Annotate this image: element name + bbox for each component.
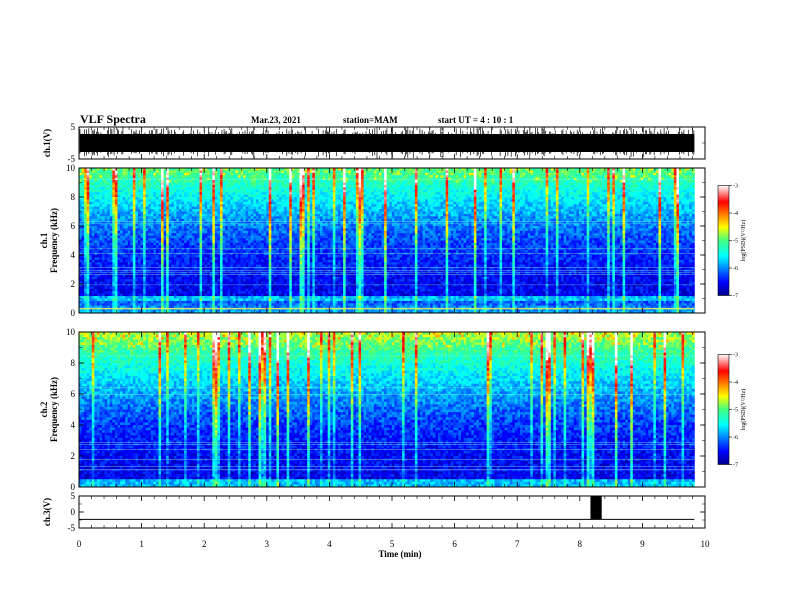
x-axis: 0 1 2 3 4 5 6 7 8 9 10 (77, 539, 710, 549)
ch2-spectrogram-y-label: Frequency (kHz) (49, 377, 59, 442)
x-tick-label: 7 (515, 539, 520, 549)
ch2-spectrogram-colorbar (718, 355, 729, 465)
y-tick-label: 5 (71, 122, 76, 132)
colorbar-tick-label: -5 (733, 408, 738, 414)
chart-date: Mar.23, 2021 (251, 115, 301, 125)
ch2-spectrogram-image (79, 332, 695, 487)
colorbar-tick-label: -5 (733, 239, 738, 245)
colorbar-tick-label: -4 (733, 211, 738, 217)
y-tick-label: 8 (71, 358, 76, 368)
y-tick-label: 2 (71, 279, 76, 289)
x-axis-label: Time (min) (378, 549, 421, 559)
colorbar-tick-label: -3 (733, 353, 738, 359)
y-tick-label: 0 (71, 507, 76, 517)
colorbar-tick-label: -6 (733, 435, 738, 441)
chart-title: VLF Spectra (80, 112, 146, 126)
x-tick-label: 5 (390, 539, 395, 549)
y-tick-label: 4 (71, 250, 76, 260)
ch3-waveform-panel: 5 0 -5 ch.3(V) (42, 491, 705, 533)
y-tick-label: -5 (68, 523, 76, 533)
x-tick-label: 0 (77, 539, 82, 549)
x-tick-label: 9 (640, 539, 645, 549)
x-tick-label: 2 (202, 539, 207, 549)
ch1-y-label: ch.1(V) (42, 129, 52, 157)
ch3-y-label: ch.3(V) (42, 498, 52, 526)
x-tick-label: 10 (701, 539, 711, 549)
ch1-spectrogram-image (79, 168, 695, 313)
y-tick-label: 10 (66, 327, 76, 337)
ch1-spectrogram-channel-label: ch.1 (39, 232, 49, 248)
ch1-waveform-panel: 5-5ch.1(V) (42, 122, 705, 164)
y-tick-label: 8 (71, 192, 76, 202)
ch1-spectrogram-colorbar (718, 186, 729, 296)
x-tick-label: 6 (452, 539, 457, 549)
vlf-spectra-chart: VLF Spectra Mar.23, 2021 station=MAM sta… (0, 0, 792, 612)
ch1-spectrogram-colorbar-label: log(PSD)(V²/Hz) (740, 220, 747, 261)
colorbar-tick-label: -6 (733, 266, 738, 272)
ch3-pulse (590, 496, 601, 519)
y-tick-label: 10 (66, 163, 76, 173)
y-tick-label: 5 (71, 491, 76, 501)
x-tick-label: 3 (265, 539, 270, 549)
ch1-spectrogram-panel: 0 2 4 6 8 10 ch.1 Frequency (kHz) (39, 163, 705, 318)
x-tick-label: 1 (139, 539, 144, 549)
colorbar-tick-label: -3 (733, 184, 738, 190)
x-tick-label: 8 (578, 539, 583, 549)
ch1-signal-line (80, 127, 694, 159)
chart-station: station=MAM (343, 115, 398, 125)
chart-start-time: start UT = 4 : 10 : 1 (438, 115, 514, 125)
ch1-spectrogram-y-label: Frequency (kHz) (49, 208, 59, 273)
y-tick-label: 6 (71, 221, 76, 231)
colorbar-tick-label: -7 (733, 294, 738, 300)
y-tick-label: 6 (71, 389, 76, 399)
x-tick-label: 4 (327, 539, 332, 549)
ch2-spectrogram-channel-label: ch.2 (39, 401, 49, 417)
y-tick-label: 2 (71, 451, 76, 461)
y-tick-label: 0 (71, 308, 76, 318)
colorbar-tick-label: -4 (733, 380, 738, 386)
colorbar-tick-label: -7 (733, 463, 738, 469)
y-tick-label: 4 (71, 420, 76, 430)
colorbars: -3 -4 -5 -6 -7 log(PSD)(V²/Hz) -3 -4 -5 -6 -7 log(P… (718, 184, 747, 469)
ch2-spectrogram-colorbar-label: log(PSD)(V²/Hz) (740, 389, 747, 430)
